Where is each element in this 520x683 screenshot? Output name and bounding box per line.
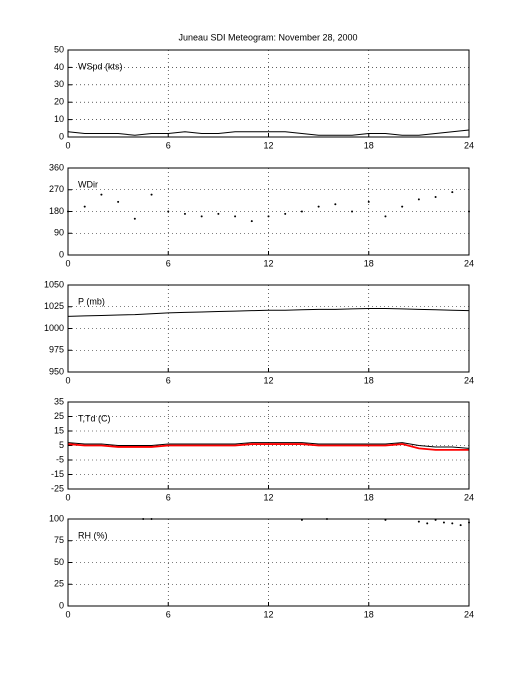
x-tick-label: 6 bbox=[166, 258, 171, 268]
x-tick-label: 18 bbox=[364, 609, 374, 619]
y-axis-label: WSpd (kts) bbox=[78, 61, 123, 71]
y-tick-label: 20 bbox=[54, 97, 64, 107]
y-tick-label: 360 bbox=[49, 162, 64, 172]
y-tick-label: 0 bbox=[59, 131, 64, 141]
x-tick-label: 0 bbox=[65, 140, 70, 150]
data-point bbox=[451, 191, 454, 194]
plot-frame bbox=[67, 401, 470, 490]
y-tick-label: -25 bbox=[51, 483, 64, 493]
data-point bbox=[300, 210, 303, 213]
y-tick-label: 975 bbox=[49, 345, 64, 355]
y-tick-label: -15 bbox=[51, 469, 64, 479]
plot-area bbox=[68, 50, 469, 137]
y-tick-label: 75 bbox=[54, 535, 64, 545]
data-point bbox=[442, 521, 445, 524]
x-tick-label: 0 bbox=[65, 375, 70, 385]
data-point bbox=[451, 522, 454, 525]
plot-frame bbox=[67, 167, 470, 256]
x-tick-label: 18 bbox=[364, 140, 374, 150]
data-point bbox=[351, 210, 354, 213]
plot-frame bbox=[67, 49, 470, 138]
x-tick-label: 6 bbox=[166, 609, 171, 619]
x-tick-label: 12 bbox=[263, 375, 273, 385]
data-point bbox=[250, 220, 253, 223]
x-tick-label: 6 bbox=[166, 375, 171, 385]
data-point bbox=[267, 215, 270, 218]
x-tick-label: 24 bbox=[464, 609, 474, 619]
y-tick-label: 50 bbox=[54, 557, 64, 567]
y-tick-label: 25 bbox=[54, 579, 64, 589]
x-tick-label: 6 bbox=[166, 140, 171, 150]
x-tick-label: 12 bbox=[263, 258, 273, 268]
y-tick-label: 270 bbox=[49, 184, 64, 194]
y-axis-label: P (mb) bbox=[78, 296, 105, 306]
data-point bbox=[133, 217, 136, 220]
x-tick-label: 24 bbox=[464, 140, 474, 150]
x-tick-label: 0 bbox=[65, 258, 70, 268]
data-point bbox=[150, 193, 153, 196]
data-point bbox=[200, 215, 203, 218]
y-tick-label: -5 bbox=[56, 454, 64, 464]
data-point bbox=[459, 524, 462, 527]
plot-frame bbox=[67, 518, 470, 607]
y-tick-label: 0 bbox=[59, 600, 64, 610]
y-tick-label: 100 bbox=[49, 513, 64, 523]
y-tick-label: 10 bbox=[54, 114, 64, 124]
y-tick-label: 950 bbox=[49, 366, 64, 376]
data-point bbox=[183, 212, 186, 215]
y-tick-label: 35 bbox=[54, 396, 64, 406]
x-tick-label: 24 bbox=[464, 492, 474, 502]
data-point bbox=[401, 205, 404, 208]
y-tick-label: 40 bbox=[54, 62, 64, 72]
data-point bbox=[167, 210, 170, 213]
x-tick-label: 18 bbox=[364, 375, 374, 385]
x-tick-label: 0 bbox=[65, 609, 70, 619]
x-tick-label: 18 bbox=[364, 492, 374, 502]
x-tick-label: 0 bbox=[65, 492, 70, 502]
data-line bbox=[67, 129, 470, 136]
data-point bbox=[384, 215, 387, 218]
y-tick-label: 30 bbox=[54, 79, 64, 89]
data-line bbox=[67, 307, 470, 317]
data-point bbox=[100, 193, 103, 196]
data-point bbox=[117, 200, 120, 203]
data-point bbox=[417, 198, 420, 201]
y-tick-label: 180 bbox=[49, 206, 64, 216]
data-point bbox=[217, 212, 220, 215]
y-axis-label: T,Td (C) bbox=[78, 413, 111, 423]
x-tick-label: 24 bbox=[464, 258, 474, 268]
y-tick-label: 15 bbox=[54, 425, 64, 435]
y-axis-label: RH (%) bbox=[78, 530, 108, 540]
x-tick-label: 12 bbox=[263, 609, 273, 619]
y-tick-label: 90 bbox=[54, 228, 64, 238]
data-point bbox=[434, 196, 437, 198]
data-point bbox=[334, 203, 337, 206]
data-point bbox=[284, 212, 287, 215]
x-tick-label: 24 bbox=[464, 375, 474, 385]
data-line bbox=[67, 443, 469, 451]
plot-frame bbox=[67, 284, 470, 373]
data-point bbox=[317, 205, 320, 208]
data-point bbox=[426, 522, 429, 525]
chart-title: Juneau SDI Meteogram: November 28, 2000 bbox=[178, 32, 357, 42]
data-point bbox=[234, 215, 237, 218]
y-tick-label: 1000 bbox=[44, 323, 64, 333]
y-tick-label: 50 bbox=[54, 44, 64, 54]
data-point bbox=[83, 205, 86, 208]
x-tick-label: 6 bbox=[166, 492, 171, 502]
x-tick-label: 18 bbox=[364, 258, 374, 268]
data-point bbox=[367, 200, 370, 203]
y-tick-label: 0 bbox=[59, 249, 64, 259]
y-tick-label: 5 bbox=[59, 440, 64, 450]
data-line bbox=[67, 442, 470, 449]
x-tick-label: 12 bbox=[263, 140, 273, 150]
y-tick-label: 25 bbox=[54, 411, 64, 421]
data-point bbox=[417, 520, 420, 523]
x-tick-label: 12 bbox=[263, 492, 273, 502]
y-tick-label: 1025 bbox=[44, 301, 64, 311]
y-axis-label: WDir bbox=[78, 179, 98, 189]
y-tick-label: 1050 bbox=[44, 279, 64, 289]
